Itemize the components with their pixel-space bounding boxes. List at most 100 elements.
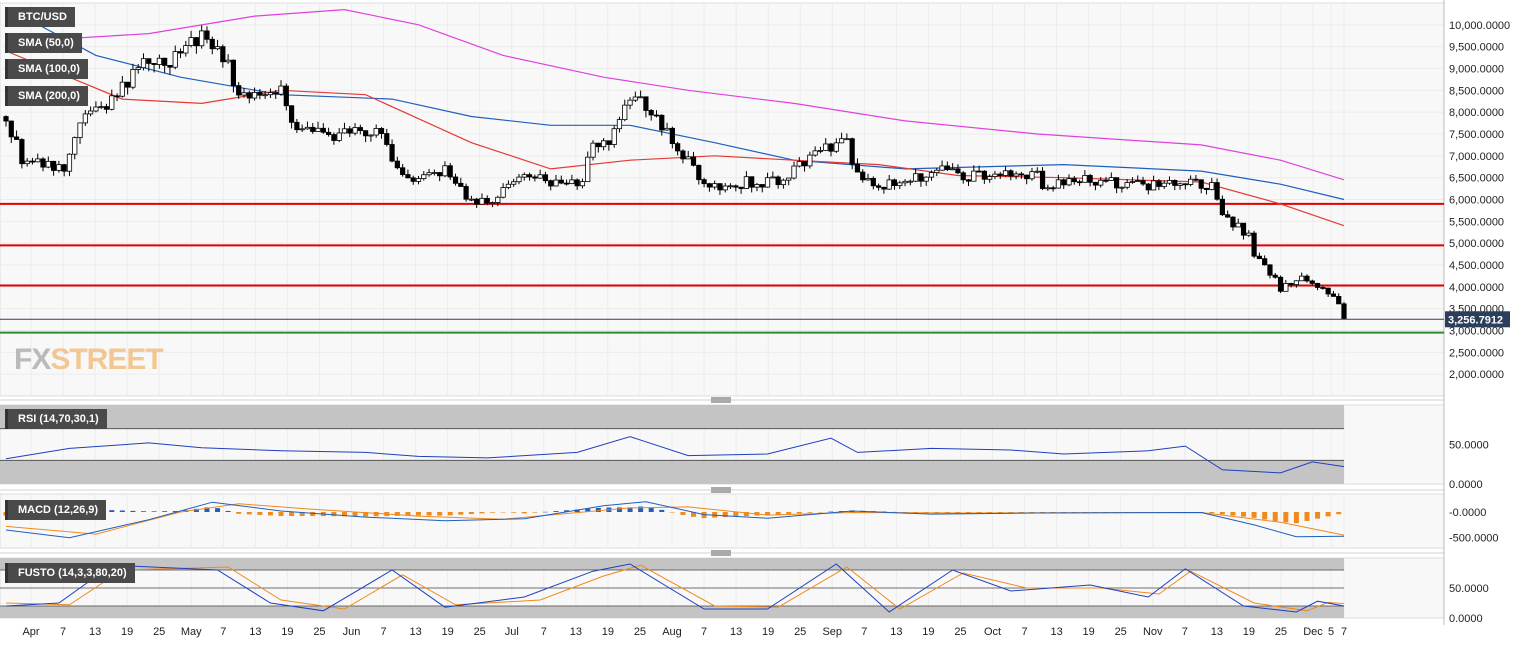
price-tick-label: 7,500.0000 xyxy=(1449,129,1504,141)
candle-body xyxy=(51,161,55,170)
price-tick-label: 9,000.0000 xyxy=(1449,64,1504,76)
x-tick-label: Oct xyxy=(984,626,1001,638)
candle-body xyxy=(379,128,383,133)
candle-body xyxy=(554,180,558,186)
candle-body xyxy=(305,127,309,129)
candle-body xyxy=(834,143,838,151)
candle-body xyxy=(586,157,590,181)
macd-histogram-bar xyxy=(596,508,601,512)
candle-body xyxy=(1088,175,1092,182)
candle-body xyxy=(363,131,367,136)
candle-body xyxy=(559,180,563,183)
candle-body xyxy=(511,182,515,185)
fusto-panel-label[interactable]: FUSTO (14,3,3,80,20) xyxy=(5,563,135,583)
candle-body xyxy=(940,166,944,170)
macd-histogram-bar xyxy=(279,512,284,516)
candle-body xyxy=(1326,288,1330,294)
candle-body xyxy=(474,199,478,204)
rsi-tick-label: 50.0000 xyxy=(1449,440,1489,452)
candle-body xyxy=(311,127,315,131)
candle-body xyxy=(184,46,188,53)
x-tick-label: 13 xyxy=(1211,626,1223,638)
macd-histogram-bar xyxy=(427,512,432,516)
x-tick-label: 13 xyxy=(89,626,101,638)
macd-histogram-bar xyxy=(554,511,559,512)
macd-panel-label[interactable]: MACD (12,26,9) xyxy=(5,500,106,520)
candle-body xyxy=(1305,276,1309,281)
x-tick-label: 19 xyxy=(121,626,133,638)
candle-body xyxy=(1093,182,1097,185)
candle-body xyxy=(1109,178,1113,181)
candle-body xyxy=(120,82,124,96)
candle-body xyxy=(1231,217,1235,227)
macd-histogram-bar xyxy=(109,510,114,512)
stoch-tick-label: 0.0000 xyxy=(1449,613,1483,625)
candle-body xyxy=(110,96,114,110)
candle-body xyxy=(78,123,82,138)
candle-body xyxy=(691,157,695,165)
candle-body xyxy=(30,161,34,162)
candle-body xyxy=(490,203,494,204)
candle-body xyxy=(787,178,791,180)
candle-body xyxy=(1299,276,1303,281)
macd-histogram-bar xyxy=(797,512,802,513)
candle-body xyxy=(998,174,1002,175)
x-tick-label: 19 xyxy=(922,626,934,638)
candle-body xyxy=(1342,304,1346,319)
macd-histogram-bar xyxy=(1220,512,1225,514)
macd-histogram-bar xyxy=(1294,512,1299,523)
rsi-panel-label[interactable]: RSI (14,70,30,1) xyxy=(5,409,107,429)
macd-histogram-bar xyxy=(215,508,220,512)
candle-body xyxy=(871,178,875,185)
candle-body xyxy=(131,69,135,87)
macd-histogram-bar xyxy=(331,512,336,516)
candle-body xyxy=(924,177,928,181)
x-tick-label: 7 xyxy=(541,626,547,638)
candle-body xyxy=(20,140,24,164)
macd-histogram-bar xyxy=(807,512,812,513)
macd-histogram-bar xyxy=(310,512,315,516)
candle-body xyxy=(395,161,399,168)
candle-body xyxy=(543,175,547,181)
candle-body xyxy=(591,143,595,157)
candle-body xyxy=(1173,180,1177,185)
candle-body xyxy=(316,128,320,131)
candle-body xyxy=(623,105,627,119)
candle-body xyxy=(887,180,891,189)
candle-body xyxy=(654,115,658,116)
candle-body xyxy=(41,159,45,167)
candle-body xyxy=(385,134,389,145)
legend-sma100[interactable]: SMA (100,0) xyxy=(5,59,88,79)
x-tick-label: Jul xyxy=(505,626,519,638)
candle-body xyxy=(771,177,775,178)
candle-body xyxy=(400,168,404,175)
x-tick-label: 19 xyxy=(442,626,454,638)
candle-body xyxy=(99,107,103,108)
x-tick-label: 7 xyxy=(60,626,66,638)
macd-tick-label: -500.0000 xyxy=(1449,533,1499,545)
candle-body xyxy=(1257,256,1261,258)
macd-histogram-bar xyxy=(236,512,241,514)
candle-body xyxy=(94,107,98,111)
macd-histogram-bar xyxy=(1262,512,1267,519)
candle-body xyxy=(781,180,785,184)
macd-histogram-bar xyxy=(257,512,262,515)
candle-body xyxy=(987,177,991,180)
candle-body xyxy=(1083,175,1087,182)
legend-sma200[interactable]: SMA (200,0) xyxy=(5,86,88,106)
candle-body xyxy=(247,93,251,98)
candle-body xyxy=(231,60,235,85)
price-tick-label: 5,000.0000 xyxy=(1449,238,1504,250)
macd-histogram-bar xyxy=(543,512,548,513)
candle-body xyxy=(1056,180,1060,188)
macd-histogram-bar xyxy=(448,512,453,515)
x-tick-label: 25 xyxy=(153,626,165,638)
macd-histogram-bar xyxy=(670,512,675,513)
x-tick-label: 7 xyxy=(380,626,386,638)
x-tick-label: 7 xyxy=(220,626,226,638)
legend-btcusd[interactable]: BTC/USD xyxy=(5,7,75,27)
candle-body xyxy=(898,183,902,186)
legend-sma50[interactable]: SMA (50,0) xyxy=(5,33,82,53)
